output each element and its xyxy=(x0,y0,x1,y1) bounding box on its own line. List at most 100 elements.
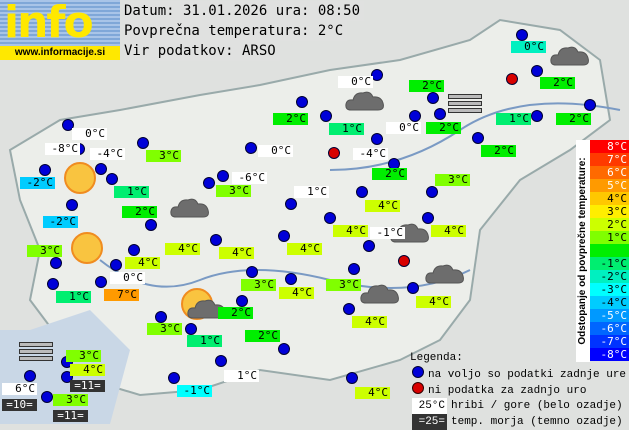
station-dot[interactable] xyxy=(285,198,297,210)
station-dot-missing[interactable] xyxy=(398,255,410,267)
station-dot[interactable] xyxy=(168,372,180,384)
station-dot[interactable] xyxy=(324,212,336,224)
station-dot[interactable] xyxy=(320,110,332,122)
scale-row: -3°C xyxy=(590,283,629,296)
station-dot[interactable] xyxy=(371,69,383,81)
station-temperature: 1°C xyxy=(187,335,222,347)
cloud-icon xyxy=(360,282,400,304)
cloud-icon xyxy=(345,89,385,111)
station-dot[interactable] xyxy=(409,110,421,122)
station-temperature: -4°C xyxy=(90,148,125,160)
station-dot[interactable] xyxy=(185,323,197,335)
station-dot[interactable] xyxy=(407,282,419,294)
station-dot[interactable] xyxy=(203,177,215,189)
scale-row: -1°C xyxy=(590,257,629,270)
station-dot[interactable] xyxy=(285,273,297,285)
scale-row: 3°C xyxy=(590,205,629,218)
station-dot[interactable] xyxy=(245,142,257,154)
station-dot[interactable] xyxy=(106,173,118,185)
station-temperature: 1°C xyxy=(329,123,364,135)
station-dot[interactable] xyxy=(145,219,157,231)
station-dot[interactable] xyxy=(24,370,36,382)
station-dot[interactable] xyxy=(236,295,248,307)
legend-ok: na voljo so podatki zadnje ure xyxy=(410,366,626,382)
station-dot[interactable] xyxy=(47,278,59,290)
station-temperature: 2°C xyxy=(481,145,516,157)
legend-missing: ni podatka za zadnjo uro xyxy=(410,382,626,398)
station-temperature: 3°C xyxy=(216,185,251,197)
station-dot[interactable] xyxy=(422,212,434,224)
scale-row: 4°C xyxy=(590,192,629,205)
station-dot[interactable] xyxy=(516,29,528,41)
station-dot[interactable] xyxy=(371,133,383,145)
station-dot[interactable] xyxy=(584,99,596,111)
station-temperature: -1°C xyxy=(370,227,405,239)
station-dot[interactable] xyxy=(128,244,140,256)
station-dot[interactable] xyxy=(426,186,438,198)
station-temperature: 2°C xyxy=(540,77,575,89)
station-dot[interactable] xyxy=(66,199,78,211)
station-dot[interactable] xyxy=(137,137,149,149)
station-temperature: -2°C xyxy=(43,216,78,228)
cloud-icon xyxy=(550,44,590,66)
station-dot[interactable] xyxy=(427,92,439,104)
station-dot[interactable] xyxy=(531,65,543,77)
station-temperature: 4°C xyxy=(70,364,105,376)
station-dot[interactable] xyxy=(39,164,51,176)
station-dot[interactable] xyxy=(210,234,222,246)
sun-icon xyxy=(71,232,103,264)
station-dot[interactable] xyxy=(363,240,375,252)
date-line: Datum: 31.01.2026 ura: 08:50 xyxy=(124,1,365,21)
station-temperature: 2°C xyxy=(245,330,280,342)
station-temperature: 2°C xyxy=(122,206,157,218)
logo-text: info xyxy=(4,0,94,48)
station-temperature: =11= xyxy=(53,410,88,422)
station-dot[interactable] xyxy=(343,303,355,315)
station-dot-missing[interactable] xyxy=(328,147,340,159)
station-temperature: 0°C xyxy=(511,41,546,53)
station-dot[interactable] xyxy=(472,132,484,144)
logo-url[interactable]: www.informacije.si xyxy=(0,46,120,60)
station-temperature: 0°C xyxy=(258,145,293,157)
station-dot[interactable] xyxy=(215,355,227,367)
logo[interactable]: info www.informacije.si xyxy=(0,0,120,60)
station-dot[interactable] xyxy=(110,259,122,271)
station-temperature: 2°C xyxy=(556,113,591,125)
station-dot[interactable] xyxy=(95,276,107,288)
station-dot[interactable] xyxy=(434,108,446,120)
scale-row: -5°C xyxy=(590,309,629,322)
scale-title: Odstopanje od povprečne temperature: xyxy=(576,140,590,362)
cloud-icon xyxy=(425,262,465,284)
station-temperature: 3°C xyxy=(435,174,470,186)
station-temperature: 4°C xyxy=(355,387,390,399)
station-temperature: 2°C xyxy=(409,80,444,92)
station-dot[interactable] xyxy=(346,372,358,384)
blue-dot-icon xyxy=(412,366,424,378)
station-dot[interactable] xyxy=(356,186,368,198)
station-temperature: 4°C xyxy=(352,316,387,328)
station-temperature: 3°C xyxy=(53,394,88,406)
station-dot[interactable] xyxy=(296,96,308,108)
station-temperature: 4°C xyxy=(165,243,200,255)
station-temperature: 4°C xyxy=(416,296,451,308)
station-dot[interactable] xyxy=(95,163,107,175)
cloud-icon xyxy=(170,196,210,218)
station-dot[interactable] xyxy=(62,119,74,131)
station-dot[interactable] xyxy=(246,266,258,278)
station-dot[interactable] xyxy=(278,230,290,242)
sun-icon xyxy=(64,162,96,194)
station-dot[interactable] xyxy=(50,257,62,269)
station-dot[interactable] xyxy=(41,391,53,403)
station-temperature: 4°C xyxy=(125,257,160,269)
station-temperature: 3°C xyxy=(241,279,276,291)
station-dot[interactable] xyxy=(217,170,229,182)
station-dot[interactable] xyxy=(155,311,167,323)
data-source: Vir podatkov: ARSO xyxy=(124,41,280,61)
station-dot[interactable] xyxy=(531,110,543,122)
station-dot[interactable] xyxy=(278,343,290,355)
station-dot[interactable] xyxy=(348,263,360,275)
station-temperature: 4°C xyxy=(287,243,322,255)
station-temperature: =10= xyxy=(2,399,37,411)
station-dot-missing[interactable] xyxy=(506,73,518,85)
station-temperature: 1°C xyxy=(496,113,531,125)
